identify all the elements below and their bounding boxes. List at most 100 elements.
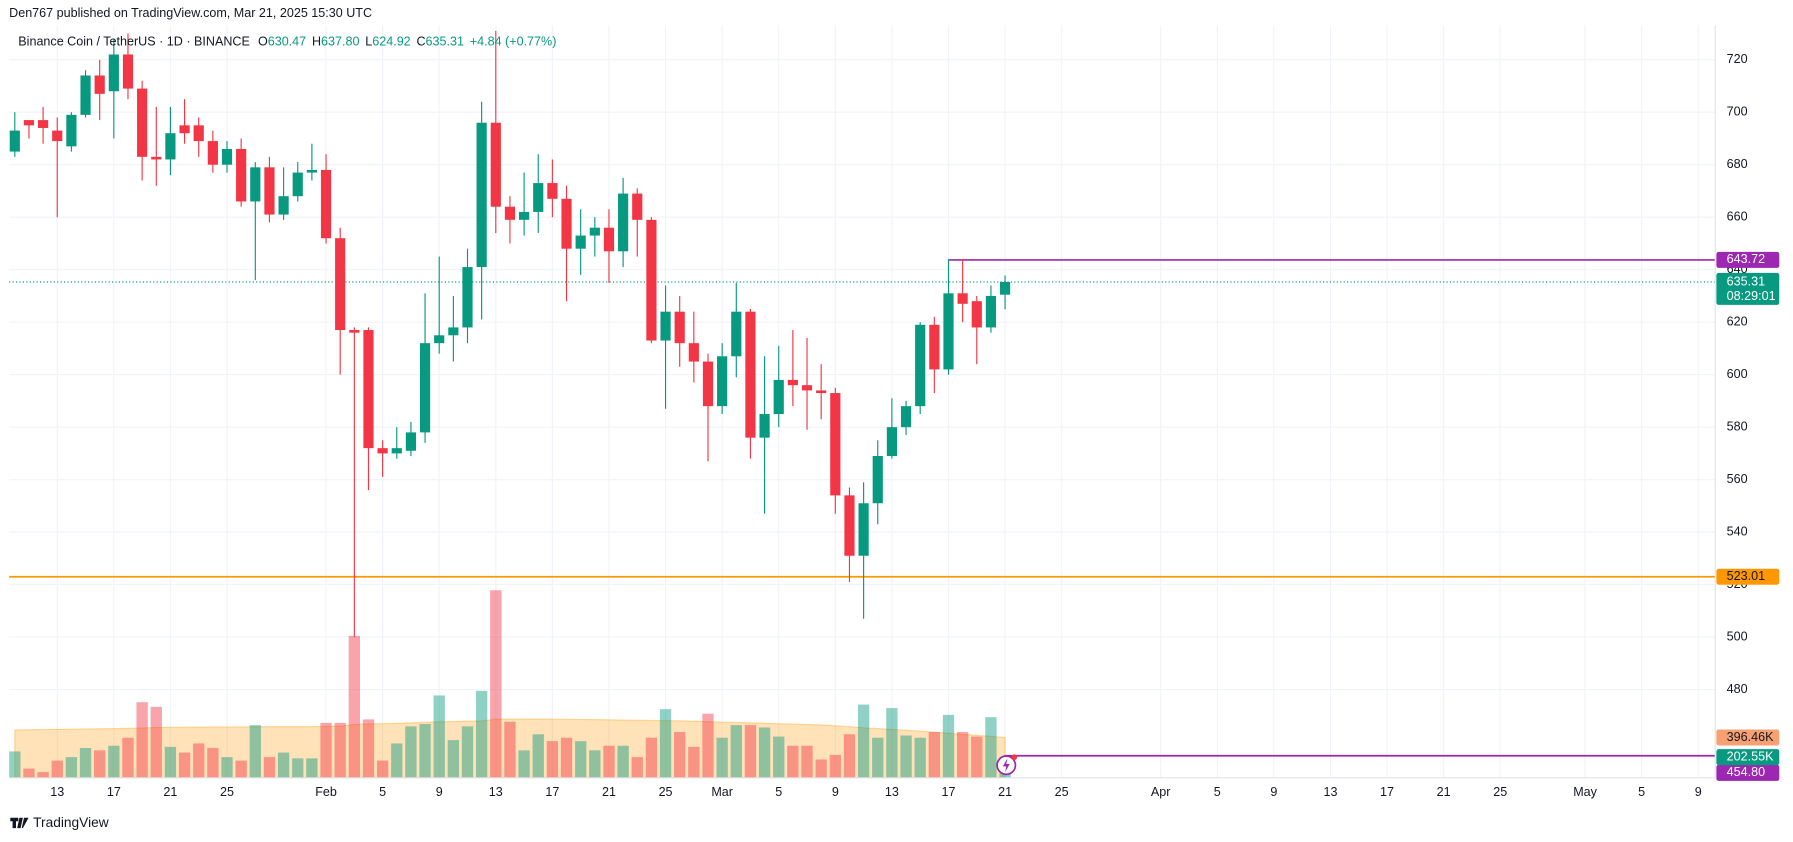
volume-bar: [546, 741, 559, 778]
x-tick-label: 13: [489, 785, 503, 799]
current-price-box: [1716, 272, 1780, 305]
candle-body: [221, 148, 233, 165]
volume-bar: [829, 754, 841, 778]
volume-bar: [164, 746, 177, 778]
x-tick-label: 5: [775, 785, 782, 799]
candle-body: [179, 125, 190, 134]
volume-bar: [150, 706, 162, 778]
candle-body: [731, 311, 742, 357]
x-tick-label: 21: [602, 785, 616, 799]
volume-bar: [348, 635, 360, 778]
candle-body: [349, 330, 360, 333]
footer-logo: [10, 817, 29, 829]
candle-body: [306, 169, 317, 173]
candle-body: [900, 406, 912, 428]
volume-bar: [65, 757, 78, 778]
volume-bar: [419, 723, 431, 778]
candle-body: [717, 356, 728, 407]
candle-body: [377, 448, 388, 454]
x-tick-label: 17: [1380, 785, 1394, 799]
candle-body: [23, 120, 35, 126]
candle-body: [971, 301, 982, 328]
volume-bar: [263, 757, 276, 778]
candle-body: [660, 311, 671, 341]
price-line-label: 523.01: [1727, 569, 1765, 583]
volume-bar: [787, 745, 799, 778]
volume-bar: [631, 757, 643, 778]
x-tick-label: 25: [659, 785, 673, 799]
x-tick-label: 25: [1493, 785, 1507, 799]
current-price-label: 635.31: [1727, 274, 1765, 288]
candle-body: [801, 385, 813, 391]
y-tick-label: 540: [1727, 524, 1748, 538]
x-tick-label: 5: [1214, 785, 1221, 799]
symbol: Binance Coin / TetherUS · 1D · BINANCE: [18, 35, 250, 49]
volume-bar: [560, 737, 573, 778]
volume-ma-label-box: [1716, 729, 1780, 746]
volume-bar: [758, 727, 771, 778]
volume-bar: [94, 750, 106, 778]
volume-bar: [900, 735, 912, 778]
candle-body: [94, 75, 105, 94]
candle-body: [915, 324, 926, 407]
countdown-label: 08:29:01: [1727, 289, 1776, 303]
ohlc-key: C: [416, 35, 425, 49]
candle-body: [561, 198, 572, 249]
candle-body: [547, 183, 558, 199]
y-tick-label: 560: [1727, 472, 1748, 486]
x-tick-label: 9: [832, 785, 839, 799]
volume-bar: [391, 743, 403, 778]
volume-bar: [589, 750, 601, 778]
candle-body: [448, 327, 459, 336]
candle-body: [108, 54, 119, 92]
volume-bar: [857, 704, 870, 778]
volume-bar: [518, 750, 530, 778]
volume-bar: [122, 737, 134, 778]
volume-bar: [603, 745, 615, 778]
volume-bar: [886, 708, 898, 778]
candle-body: [773, 379, 784, 415]
ohlc-key: H: [312, 35, 321, 49]
volume-bar: [334, 722, 346, 778]
volume-bar: [716, 737, 728, 778]
x-tick-label: 25: [1055, 785, 1069, 799]
ohlc-value: 624.92: [372, 35, 410, 49]
candle-body: [193, 125, 204, 142]
volume-bar: [235, 760, 247, 778]
ohlc-value: 635.31: [426, 35, 464, 49]
volume-bar: [178, 752, 191, 778]
volume-bar: [773, 736, 785, 778]
candle-body: [66, 114, 77, 147]
ohlc-key: O: [258, 35, 268, 49]
candle-body: [787, 379, 798, 386]
volume-bar: [9, 751, 21, 778]
candle-body: [490, 122, 501, 207]
candle-body: [52, 130, 63, 142]
volume-bar: [914, 737, 926, 778]
y-tick-label: 480: [1727, 682, 1748, 696]
ohlc-key: L: [365, 35, 372, 49]
ohlc-value: 630.47: [268, 35, 306, 49]
volume-bar: [292, 758, 304, 778]
volume-bar: [136, 702, 148, 778]
volume-bar: [79, 747, 92, 778]
y-tick-label: 600: [1727, 367, 1748, 381]
volume-bar: [985, 717, 997, 778]
volume-bar: [433, 695, 445, 778]
volume-bar: [193, 743, 205, 778]
volume-ma-area: [14, 718, 1006, 779]
x-tick-label: 17: [545, 785, 559, 799]
volume-bar: [221, 757, 233, 778]
volume-bar: [928, 732, 941, 778]
replay-icon: [996, 754, 1018, 776]
candle-body: [830, 393, 841, 496]
candle-body: [858, 503, 869, 556]
candle-body: [603, 227, 615, 252]
y-tick-label: 620: [1727, 315, 1748, 329]
candle-body: [264, 167, 275, 215]
x-tick-label: 25: [220, 785, 234, 799]
x-tick-label: 9: [436, 785, 443, 799]
footer-brand: TradingView: [33, 815, 109, 830]
candle-body: [999, 281, 1011, 295]
